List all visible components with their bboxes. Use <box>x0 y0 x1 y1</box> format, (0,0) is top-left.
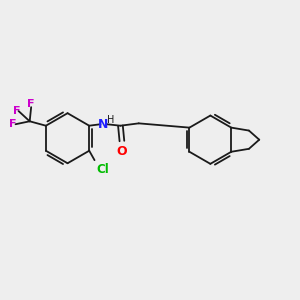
Text: O: O <box>117 146 127 158</box>
Text: F: F <box>9 119 16 129</box>
Text: N: N <box>98 118 109 131</box>
Text: H: H <box>107 115 114 125</box>
Text: Cl: Cl <box>96 163 109 176</box>
Text: F: F <box>27 99 35 109</box>
Text: F: F <box>13 106 20 116</box>
